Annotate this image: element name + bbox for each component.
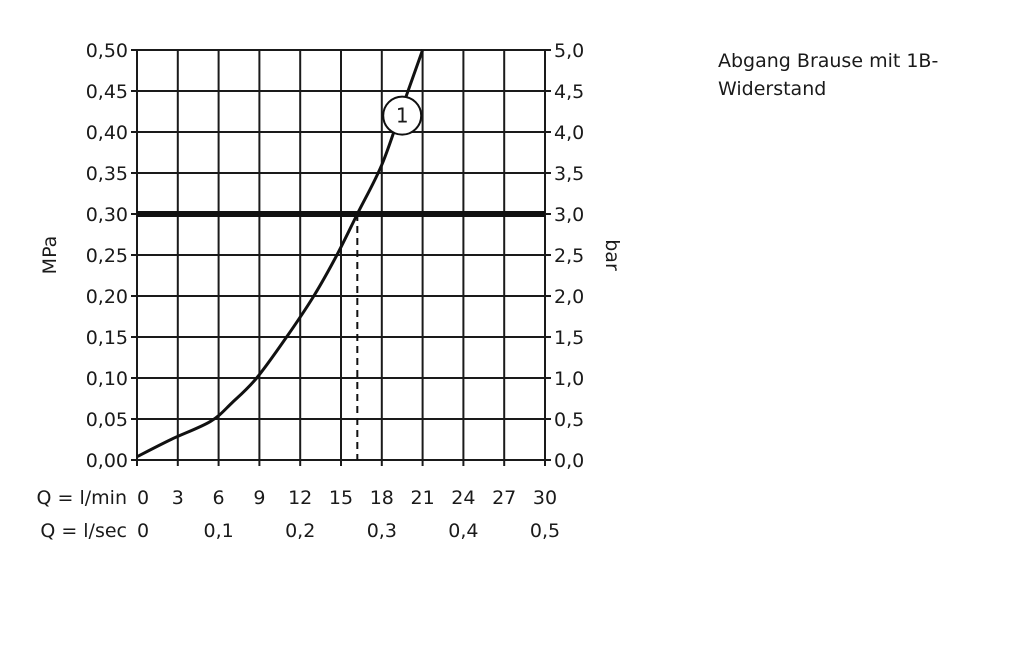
x-tick-label-lmin: 30 (533, 487, 557, 509)
y-tick-label-right: 0,0 (554, 450, 584, 472)
y-tick-label-left: 0,10 (86, 368, 128, 390)
y-tick-label-left: 0,30 (86, 204, 128, 226)
y-tick-label-right: 2,0 (554, 286, 584, 308)
x-axis-prefix-lmin: Q = l/min (37, 487, 127, 509)
y-tick-label-right: 3,5 (554, 163, 584, 185)
y-tick-label-left: 0,00 (86, 450, 128, 472)
chart-annotation: Abgang Brause mit 1B- Widerstand (718, 47, 978, 103)
x-tick-label-lsec: 0,4 (448, 520, 478, 542)
y-tick-label-left: 0,20 (86, 286, 128, 308)
x-tick-label-lmin: 18 (370, 487, 394, 509)
annotation-line-2: Widerstand (718, 78, 827, 100)
y-tick-label-left: 0,50 (86, 40, 128, 62)
x-tick-label-lsec: 0,3 (367, 520, 397, 542)
y-tick-label-right: 1,0 (554, 368, 584, 390)
x-axis-prefix-lsec: Q = l/sec (40, 520, 127, 542)
y-tick-label-left: 0,15 (86, 327, 128, 349)
y-tick-label-left: 0,40 (86, 122, 128, 144)
y-tick-label-right: 0,5 (554, 409, 584, 431)
x-tick-label-lmin: 15 (329, 487, 353, 509)
x-tick-label-lmin: 21 (411, 487, 435, 509)
y-tick-label-right: 4,0 (554, 122, 584, 144)
x-tick-label-lsec: 0,2 (285, 520, 315, 542)
x-tick-label-lmin: 12 (288, 487, 312, 509)
y-tick-label-left: 0,35 (86, 163, 128, 185)
x-tick-label-lmin: 3 (172, 487, 184, 509)
annotation-line-1: Abgang Brause mit 1B- (718, 50, 939, 72)
x-tick-label-lsec: 0,5 (530, 520, 560, 542)
y-tick-label-left: 0,45 (86, 81, 128, 103)
x-tick-label-lmin: 24 (451, 487, 475, 509)
x-tick-label-lmin: 0 (137, 487, 149, 509)
y-tick-label-left: 0,25 (86, 245, 128, 267)
y-tick-label-right: 3,0 (554, 204, 584, 226)
x-tick-label-lmin: 9 (253, 487, 265, 509)
y-axis-label-right: bar (601, 239, 623, 271)
x-tick-label-lmin: 6 (213, 487, 225, 509)
y-tick-label-left: 0,05 (86, 409, 128, 431)
series-label-circle (382, 95, 423, 136)
y-tick-label-right: 5,0 (554, 40, 584, 62)
y-tick-label-right: 1,5 (554, 327, 584, 349)
y-tick-label-right: 2,5 (554, 245, 584, 267)
x-tick-label-lmin: 27 (492, 487, 516, 509)
x-tick-label-lsec: 0,1 (203, 520, 233, 542)
series-label: 1 (396, 104, 409, 128)
y-tick-label-right: 4,5 (554, 81, 584, 103)
series-line (136, 49, 425, 459)
y-axis-label-left: MPa (39, 236, 61, 275)
x-tick-label-lsec: 0 (137, 520, 149, 542)
